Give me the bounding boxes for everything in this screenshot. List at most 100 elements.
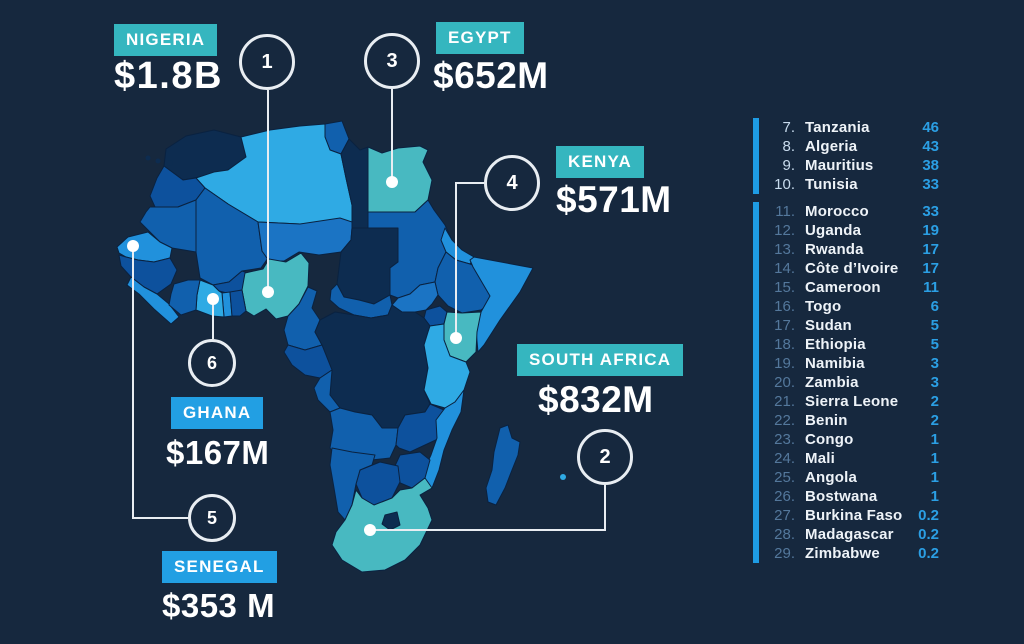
ranking-bar [753,202,759,563]
ranking-group-top: 7. Tanzania 46 8. Algeria 43 9. Mauritius 38 10. T… [753,118,939,194]
rank-circle-number: 1 [261,50,273,73]
ranking-row: 29. Zimbabwe 0.2 [765,544,939,563]
country-name: Angola [805,469,858,486]
canary-islands [155,158,161,164]
ranking-row: 13. Rwanda 17 [765,240,939,259]
country-name: Côte d’Ivoire [805,260,899,277]
dot-kenya [450,332,462,344]
country-south-africa [331,477,433,573]
ranking-row: 24. Mali 1 [765,449,939,468]
rank-number: 27. [774,507,795,524]
country-badge: EGYPT [436,22,524,54]
country-name: Madagascar [805,526,894,543]
ranking-row: 27. Burkina Faso 0.2 [765,506,939,525]
rank-number: 22. [774,412,795,429]
country-badge: KENYA [556,146,644,178]
ranking-row: 22. Benin 2 [765,411,939,430]
country-name: Cameroon [805,279,881,296]
rank-number: 19. [774,355,795,372]
rank-number: 26. [774,488,795,505]
rank-number: 23. [774,431,795,448]
funding-amount: $832M [538,379,654,420]
rank-circle: 4 [484,155,540,211]
country-value: 17 [922,241,939,258]
country-namibia [329,447,376,521]
country-name: Tunisia [805,176,858,193]
dot-nigeria [262,286,274,298]
rank-circle: 3 [364,33,420,89]
ranking-group-bottom: 11. Morocco 33 12. Uganda 19 13. Rwanda 17 14. Côt… [753,202,939,563]
country-value: 11 [923,279,939,296]
country-value: 43 [922,138,939,155]
country-name: Namibia [805,355,865,372]
rank-number: 29. [774,545,795,562]
country-lesotho [381,511,401,531]
ranking-row: 12. Uganda 19 [765,221,939,240]
country-name: Mali [805,450,835,467]
country-niger [257,217,353,262]
ranking-row: 10. Tunisia 33 [765,175,939,194]
funding-amount: $1.8B [114,55,223,97]
country-benin [229,289,247,317]
lead-line-south-africa [370,485,606,531]
rank-number: 21. [774,393,795,410]
country-value: 33 [922,176,939,193]
rank-number: 15. [774,279,795,296]
rank-number: 17. [774,317,795,334]
country-name: Zimbabwe [805,545,880,562]
country-madagascar [485,424,521,506]
rank-number: 12. [774,222,795,239]
country-name: Zambia [805,374,859,391]
ranking-row: 21. Sierra Leone 2 [765,392,939,411]
canary-islands [167,160,173,166]
rank-number: 16. [774,298,795,315]
country-name: Benin [805,412,848,429]
ranking-bar [753,118,759,194]
rank-number: 25. [774,469,795,486]
country-guinea [118,254,178,295]
rank-number: 7. [782,119,795,136]
country-value: 1 [930,469,939,486]
country-name: Tanzania [805,119,870,136]
funding-amount: $652M [433,55,549,96]
ranking-row: 20. Zambia 3 [765,373,939,392]
ranking-rows: 11. Morocco 33 12. Uganda 19 13. Rwanda 17 14. Côt… [765,202,939,563]
rank-circle: 1 [239,34,295,90]
country-value: 5 [930,317,939,334]
rank-circle: 6 [188,339,236,387]
country-badge: SENEGAL [162,551,277,583]
dot-ghana [207,293,219,305]
ranking-row: 15. Cameroon 11 [765,278,939,297]
ranking-row: 19. Namibia 3 [765,354,939,373]
rank-number: 13. [774,241,795,258]
country-name: Sudan [805,317,852,334]
rank-circle-number: 3 [386,49,398,72]
country-value: 2 [930,412,939,429]
country-value: 3 [930,374,939,391]
funding-amount: $571M [556,179,672,220]
rank-circle-number: 5 [206,507,217,528]
rank-number: 14. [774,260,795,277]
ranking-row: 11. Morocco 33 [765,202,939,221]
dot-senegal [127,240,139,252]
country-value: 1 [930,488,939,505]
island-speck [560,474,566,480]
country-name: Uganda [805,222,862,239]
ranking-row: 26. Bostwana 1 [765,487,939,506]
country-badge: GHANA [171,397,264,429]
funding-amount: $167M [166,434,270,471]
rank-circle-number: 4 [506,171,518,194]
country-value: 5 [930,336,939,353]
country-name: Algeria [805,138,858,155]
ranking-row: 28. Madagascar 0.2 [765,525,939,544]
rank-number: 10. [774,176,795,193]
country-value: 1 [930,450,939,467]
country-name: Ethiopia [805,336,866,353]
rank-circle-number: 6 [206,352,217,373]
rank-circle-number: 2 [599,445,611,468]
country-value: 17 [922,260,939,277]
rank-number: 9. [782,157,795,174]
ranking-rows: 7. Tanzania 46 8. Algeria 43 9. Mauritius 38 10. T… [765,118,939,194]
ranking-row: 17. Sudan 5 [765,316,939,335]
country-value: 0.2 [918,507,939,524]
